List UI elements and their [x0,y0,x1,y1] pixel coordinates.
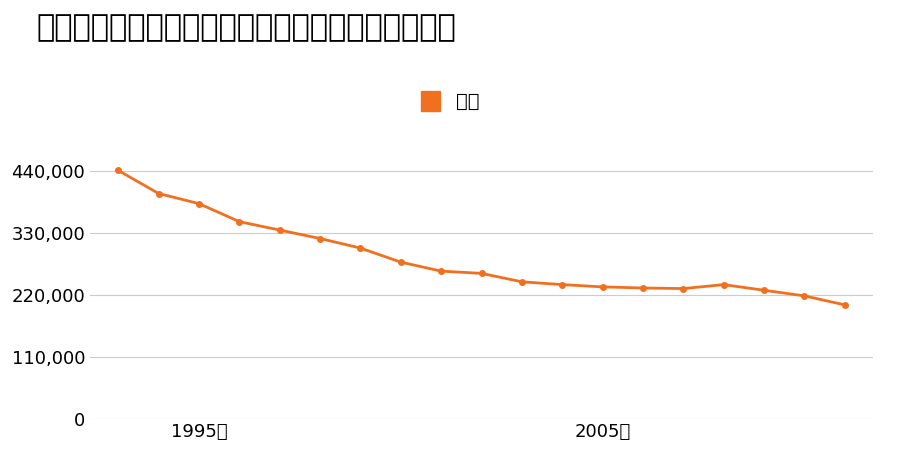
Text: 埼玉県蕨市北町１丁目３５３１番１０外の地価推移: 埼玉県蕨市北町１丁目３５３１番１０外の地価推移 [36,14,455,42]
Legend: 価格: 価格 [421,91,479,111]
